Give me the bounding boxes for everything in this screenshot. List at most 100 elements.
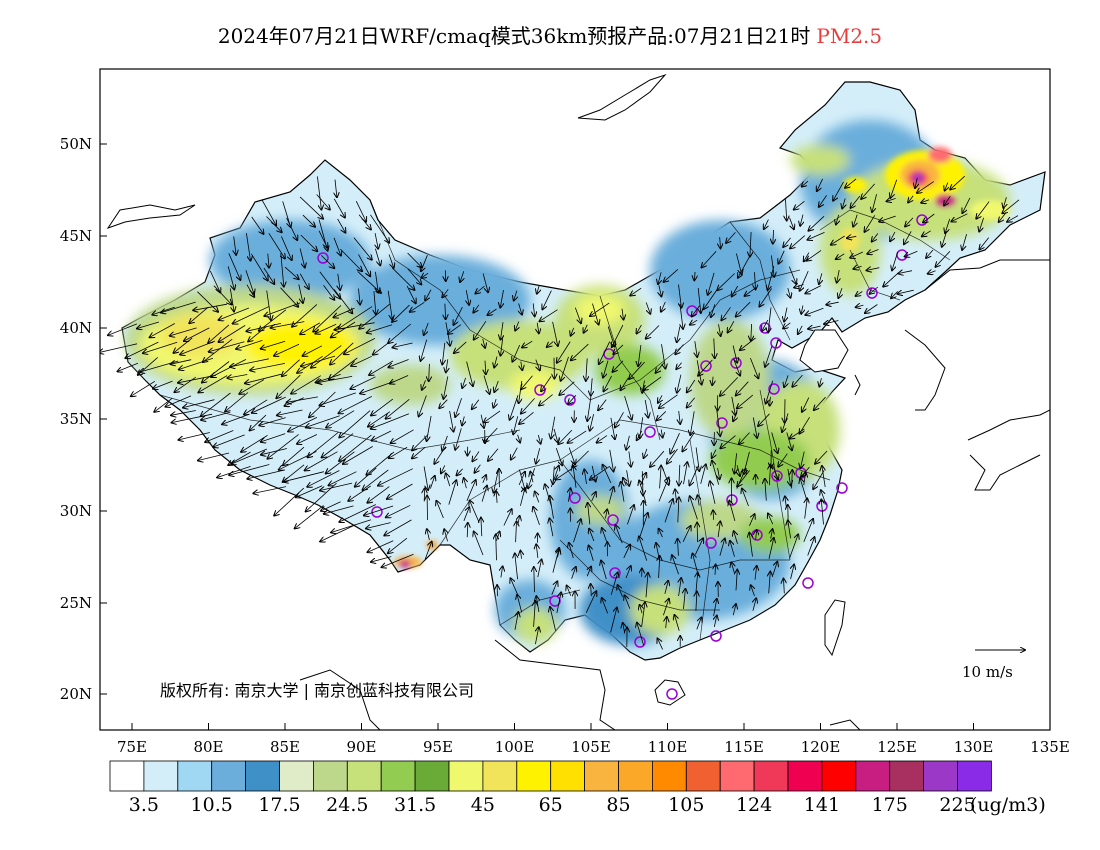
wind-vector — [513, 416, 519, 434]
wind-vector — [687, 397, 696, 408]
wind-vector — [618, 585, 623, 597]
wind-vector — [726, 232, 736, 243]
colorbar-label: 45 — [471, 794, 495, 816]
wind-vector — [733, 604, 736, 616]
wind-vector — [423, 466, 428, 490]
wind-vector — [784, 579, 785, 594]
wind-vector — [803, 519, 813, 543]
wind-vector — [280, 287, 299, 307]
wind-vector — [222, 414, 249, 424]
wind-vector — [639, 537, 648, 561]
wind-vector — [695, 341, 697, 357]
wind-vector — [587, 567, 591, 577]
wind-vector — [675, 344, 684, 355]
wind-vector — [821, 490, 827, 506]
wind-vector — [300, 234, 317, 251]
wind-vector — [172, 413, 213, 422]
wind-vector — [208, 324, 230, 343]
wind-vector — [552, 321, 558, 346]
colorbar-swatch — [482, 760, 518, 792]
wind-vector — [568, 430, 587, 443]
colorbar-swatch — [109, 760, 145, 792]
wind-vector — [708, 272, 715, 295]
wind-vector — [928, 271, 936, 274]
wind-vector — [205, 430, 234, 443]
wind-vector — [307, 470, 340, 487]
wind-vector — [213, 434, 245, 447]
wind-vector — [629, 451, 631, 467]
wind-vector — [602, 598, 608, 614]
wind-vector — [731, 562, 734, 573]
lat-label: 45N — [60, 227, 92, 245]
wind-vector — [728, 321, 735, 332]
wind-vector — [807, 537, 815, 556]
wind-vector — [373, 341, 391, 355]
wind-vector — [569, 543, 574, 559]
wind-vector — [333, 198, 345, 218]
wind-vector — [229, 288, 234, 311]
wind-vector — [406, 285, 416, 303]
wind-vector — [696, 592, 697, 611]
map-plot-area — [100, 73, 1050, 730]
wind-vector — [845, 178, 857, 188]
wind-vector — [448, 324, 462, 334]
wind-vector — [584, 324, 588, 333]
wind-vector — [375, 248, 380, 265]
wind-vector — [733, 359, 740, 376]
wind-vector — [641, 602, 645, 628]
colorbar-swatch — [380, 760, 416, 792]
wind-vector — [808, 232, 825, 239]
wind-vector — [239, 379, 265, 394]
wind-vector — [367, 486, 390, 503]
wind-vector — [412, 446, 426, 458]
wind-vector — [778, 250, 785, 264]
wind-vector — [842, 198, 845, 209]
wind-vector — [890, 179, 898, 198]
wind-vector — [788, 266, 796, 284]
wind-vector — [422, 380, 426, 390]
lat-label: 40N — [60, 319, 92, 337]
lat-label: 50N — [60, 135, 92, 153]
wind-vector — [749, 514, 754, 526]
wind-vector — [386, 398, 410, 418]
wind-vector — [197, 291, 218, 312]
wind-vector — [460, 271, 464, 282]
wind-vector — [547, 341, 554, 347]
wind-vector — [108, 323, 138, 335]
wind-vector — [299, 248, 305, 268]
wind-vector — [246, 284, 254, 297]
city-marker — [634, 636, 646, 648]
wind-vector — [610, 608, 617, 633]
wind-vector — [410, 301, 425, 312]
colorbar-swatch — [312, 760, 348, 792]
wind-vector — [867, 249, 879, 254]
wind-vector — [853, 214, 857, 227]
wind-vector — [872, 233, 879, 242]
wind-vector — [739, 432, 750, 445]
wind-vector — [758, 413, 770, 426]
colorbar-label: 17.5 — [258, 794, 300, 816]
wind-vector — [711, 304, 716, 317]
wind-vector — [367, 324, 393, 333]
wind-vector — [320, 482, 353, 490]
wind-vector — [788, 520, 791, 539]
wind-vector — [171, 359, 192, 365]
wind-vector — [266, 216, 282, 233]
wind-vector — [629, 361, 645, 379]
lat-label: 35N — [60, 410, 92, 428]
wind-vector — [333, 289, 352, 313]
wind-vector — [898, 289, 914, 294]
wind-vector — [536, 359, 540, 371]
wind-vector — [813, 470, 825, 489]
colorbar-swatch — [177, 760, 213, 792]
wind-vector — [656, 361, 665, 373]
wind-vector — [407, 252, 422, 267]
wind-vector — [753, 598, 756, 611]
wind-vector — [713, 510, 714, 520]
wind-vector — [867, 268, 880, 271]
wind-vector — [178, 374, 216, 383]
wind-vector — [368, 540, 394, 552]
wind-vector — [768, 307, 771, 332]
wind-vector — [771, 432, 778, 454]
